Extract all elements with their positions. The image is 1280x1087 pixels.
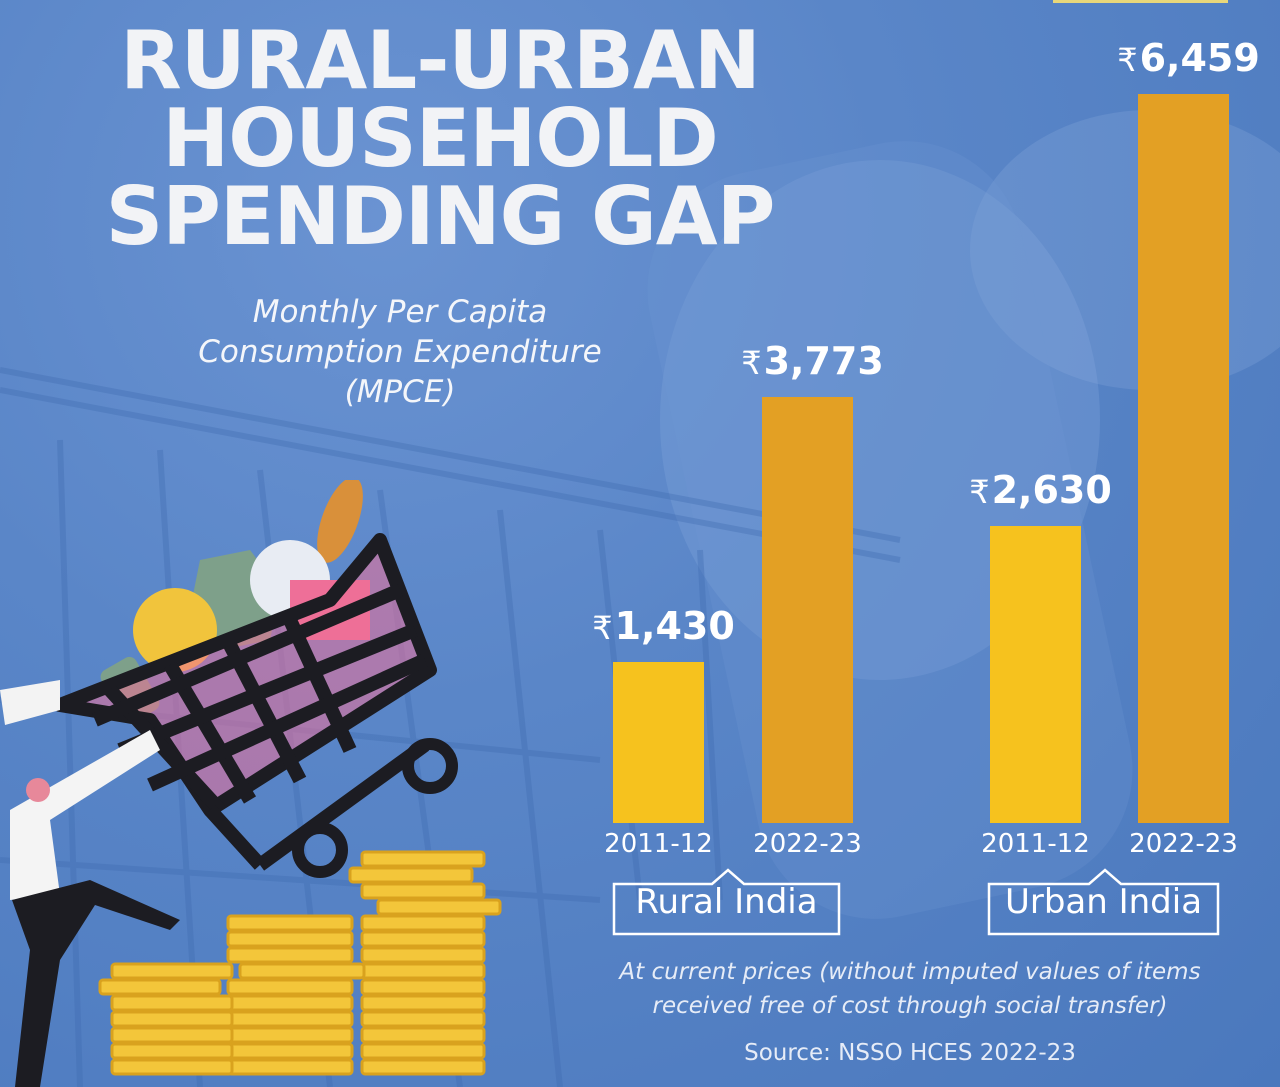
footnote: At current prices (without imputed value… <box>585 955 1235 1023</box>
bracket-box-icon <box>987 868 1220 936</box>
rupee-icon: ₹ <box>592 608 613 647</box>
group-label-rural: Rural India <box>612 868 841 936</box>
value-label-urban-2022-23: ₹6,459 <box>1117 36 1260 80</box>
title-line-1: RURAL-URBAN <box>120 14 761 107</box>
footnote-line-1: At current prices (without imputed value… <box>619 959 1201 985</box>
x-label-urban-2011-12: 2011-12 <box>981 829 1090 859</box>
x-label-rural-2022-23: 2022-23 <box>753 829 862 859</box>
x-label-urban-2022-23: 2022-23 <box>1129 829 1238 859</box>
subtitle-line-3: (MPCE) <box>344 374 456 410</box>
title-line-3: SPENDING GAP <box>105 170 776 263</box>
bar-rural-2011-12 <box>613 661 704 823</box>
x-label-rural-2011-12: 2011-12 <box>604 829 713 859</box>
top-yellow-strip <box>1053 0 1228 3</box>
person-icon <box>0 680 180 1087</box>
bracket-box-icon <box>612 868 841 936</box>
bar-rural-2022-23 <box>762 397 853 823</box>
cart-icon <box>53 533 437 871</box>
value-label-urban-2011-12: ₹2,630 <box>969 468 1112 513</box>
coin-stacks-icon <box>98 850 502 1076</box>
source-credit: Source: NSSO HCES 2022-23 <box>744 1040 1076 1066</box>
shopping-cart-illustration <box>0 480 502 1087</box>
rupee-icon: ₹ <box>969 473 990 512</box>
subtitle-line-2: Consumption Expenditure <box>198 334 602 370</box>
subtitle-line-1: Monthly Per Capita <box>252 294 548 330</box>
page-title: RURAL-URBAN HOUSEHOLD SPENDING GAP <box>60 14 820 263</box>
value-label-rural-2011-12: ₹1,430 <box>592 603 735 648</box>
rupee-icon: ₹ <box>1117 41 1138 79</box>
footnote-line-2: received free of cost through social tra… <box>652 993 1168 1019</box>
bar-urban-2011-12 <box>990 526 1081 823</box>
title-line-2: HOUSEHOLD <box>162 92 719 185</box>
rupee-icon: ₹ <box>741 344 762 383</box>
value-label-rural-2022-23: ₹3,773 <box>741 339 884 384</box>
subtitle: Monthly Per Capita Consumption Expenditu… <box>130 292 670 412</box>
group-label-urban: Urban India <box>987 868 1220 936</box>
cart-wheels-icon <box>292 738 458 878</box>
bar-urban-2022-23 <box>1138 94 1229 823</box>
